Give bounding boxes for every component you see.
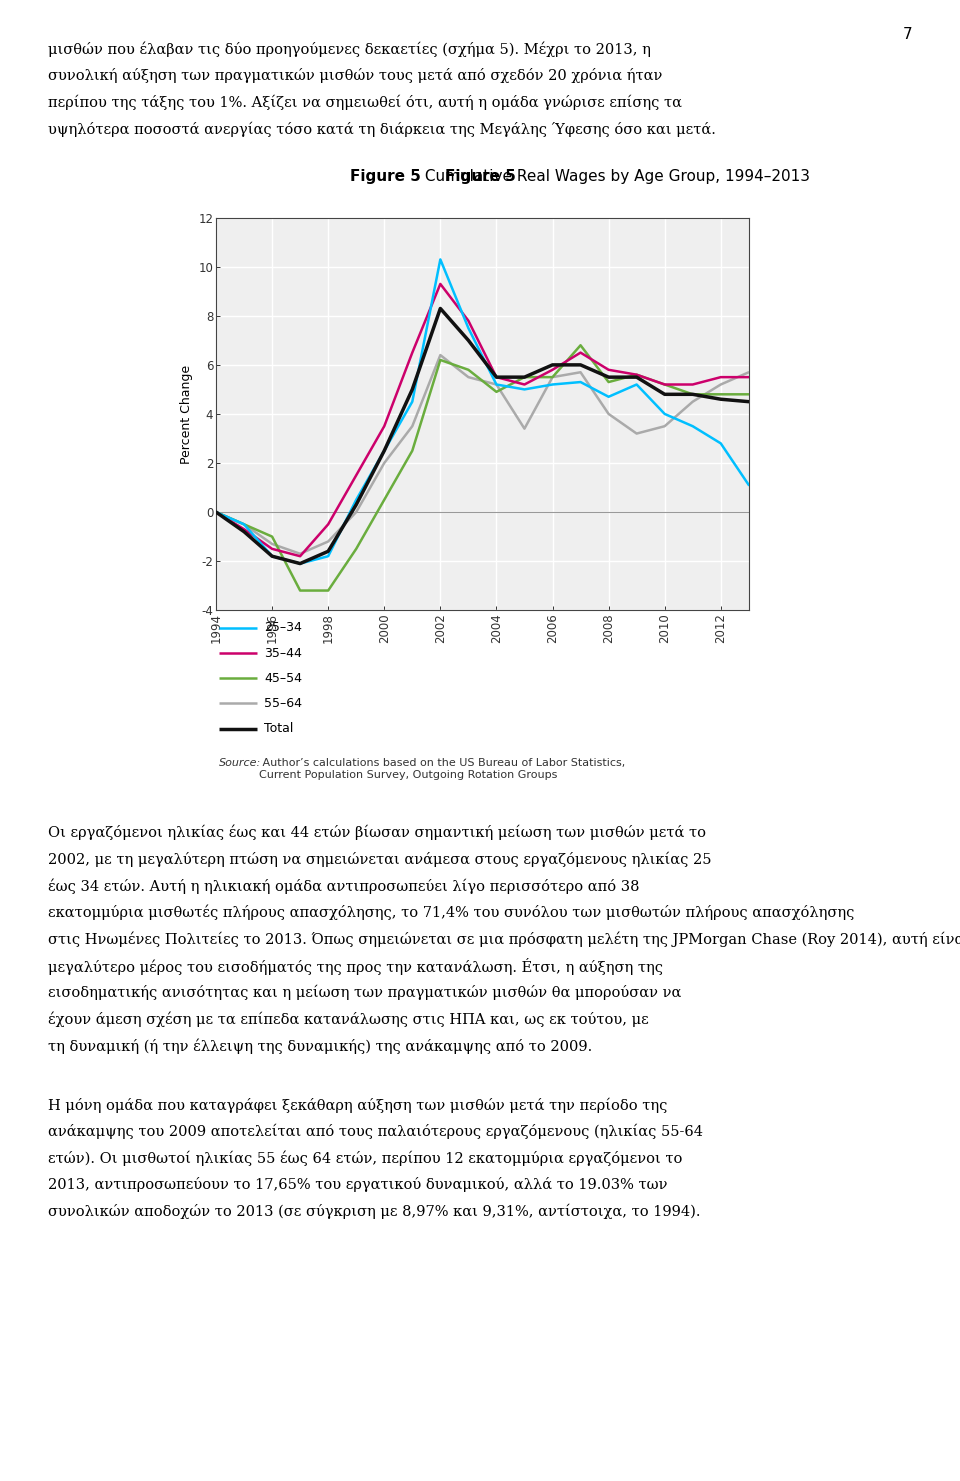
Text: Total: Total [264,723,294,735]
Text: Cumulative Real Wages by Age Group, 1994–2013: Cumulative Real Wages by Age Group, 1994… [420,169,809,184]
Y-axis label: Percent Change: Percent Change [180,364,193,464]
Text: 2013, αντιπροσωπεύουν το 17,65% του εργατικού δυναμικού, αλλά το 19.03% των: 2013, αντιπροσωπεύουν το 17,65% του εργα… [48,1177,667,1192]
Text: Η μόνη ομάδα που καταγράφει ξεκάθαρη αύξηση των μισθών μετά την περίοδο της: Η μόνη ομάδα που καταγράφει ξεκάθαρη αύξ… [48,1097,667,1112]
Text: 55–64: 55–64 [264,698,302,709]
Text: συνολικών αποδοχών το 2013 (σε σύγκριση με 8,97% και 9,31%, αντίστοιχα, το 1994): συνολικών αποδοχών το 2013 (σε σύγκριση … [48,1204,701,1219]
Text: εκατομμύρια μισθωτές πλήρους απασχόλησης, το 71,4% του συνόλου των μισθωτών πλήρ: εκατομμύρια μισθωτές πλήρους απασχόλησης… [48,905,854,920]
Text: Figure 5: Figure 5 [444,169,516,184]
Text: 2002, με τη μεγαλύτερη πτώση να σημειώνεται ανάμεσα στους εργαζόμενους ηλικίας 2: 2002, με τη μεγαλύτερη πτώση να σημειώνε… [48,852,711,866]
Text: 7: 7 [902,27,912,41]
Text: στις Ηνωμένες Πολιτείες το 2013. Όπως σημειώνεται σε μια πρόσφατη μελέτη της JPM: στις Ηνωμένες Πολιτείες το 2013. Όπως ση… [48,932,960,946]
Text: Figure 5: Figure 5 [350,169,421,184]
Text: ετών). Οι μισθωτοί ηλικίας 55 έως 64 ετών, περίπου 12 εκατομμύρια εργαζόμενοι το: ετών). Οι μισθωτοί ηλικίας 55 έως 64 ετώ… [48,1151,683,1166]
Text: εισοδηματικής ανισότητας και η μείωση των πραγματικών μισθών θα μπορούσαν να: εισοδηματικής ανισότητας και η μείωση τω… [48,985,682,1000]
Text: μισθών που έλαβαν τις δύο προηγούμενες δεκαετίες (σχήμα 5). Μέχρι το 2013, η: μισθών που έλαβαν τις δύο προηγούμενες δ… [48,41,651,56]
Text: μεγαλύτερο μέρος του εισοδήματός της προς την κατανάλωση. Éτσι, η αύξηση της: μεγαλύτερο μέρος του εισοδήματός της προ… [48,958,663,974]
Text: υψηλότερα ποσοστά ανεργίας τόσο κατά τη διάρκεια της Μεγάλης Ύφεσης όσο και μετά: υψηλότερα ποσοστά ανεργίας τόσο κατά τη … [48,121,716,136]
Text: περίπου της τάξης του 1%. Αξίζει να σημειωθεί ότι, αυτή η ομάδα γνώρισε επίσης τ: περίπου της τάξης του 1%. Αξίζει να σημε… [48,95,682,110]
Text: 45–54: 45–54 [264,672,302,684]
Text: Source:: Source: [219,758,261,769]
Text: συνολική αύξηση των πραγματικών μισθών τους μετά από σχεδόν 20 χρόνια ήταν: συνολική αύξηση των πραγματικών μισθών τ… [48,68,662,83]
Text: έχουν άμεση σχέση με τα επίπεδα κατανάλωσης στις ΗΠΑ και, ως εκ τούτου, με: έχουν άμεση σχέση με τα επίπεδα κατανάλω… [48,1012,649,1026]
Text: Author’s calculations based on the US Bureau of Labor Statistics,
Current Popula: Author’s calculations based on the US Bu… [259,758,626,780]
Text: 25–34: 25–34 [264,622,301,634]
Text: Οι εργαζόμενοι ηλικίας έως και 44 ετών βίωσαν σημαντική μείωση των μισθών μετά τ: Οι εργαζόμενοι ηλικίας έως και 44 ετών β… [48,825,706,840]
Text: ανάκαμψης του 2009 αποτελείται από τους παλαιότερους εργαζόμενους (ηλικίας 55-64: ανάκαμψης του 2009 αποτελείται από τους … [48,1124,703,1139]
Text: 35–44: 35–44 [264,647,301,659]
Text: τη δυναμική (ή την έλλειψη της δυναμικής) της ανάκαμψης από το 2009.: τη δυναμική (ή την έλλειψη της δυναμικής… [48,1038,592,1053]
Text: έως 34 ετών. Αυτή η ηλικιακή ομάδα αντιπροσωπεύει λίγο περισσότερο από 38: έως 34 ετών. Αυτή η ηλικιακή ομάδα αντιπ… [48,878,639,893]
